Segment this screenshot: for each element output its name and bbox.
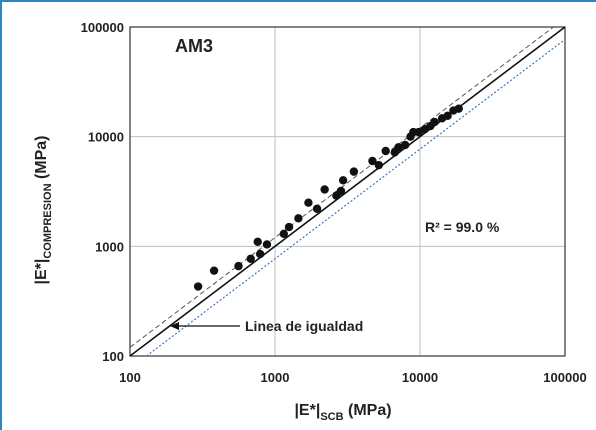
data-point [374, 160, 384, 170]
data-point [368, 156, 377, 166]
lower_band-line [146, 38, 566, 357]
equality-line-label: Linea de igualdad [245, 318, 363, 334]
data-point [255, 249, 265, 259]
frame-top-border [0, 0, 596, 2]
y-axis-label-tail: (MPa) [33, 135, 50, 183]
data-point [400, 140, 410, 150]
y-axis-label: |E*|COMPRESION (MPa) [33, 135, 54, 284]
panel-label: AM3 [175, 36, 213, 56]
data-points [193, 104, 463, 291]
x-axis-label-tail: (MPa) [344, 402, 392, 419]
data-point [193, 282, 203, 291]
x-axis-label-main: |E*| [294, 402, 320, 419]
data-point [262, 240, 272, 249]
data-point [312, 204, 322, 213]
equality-line [129, 26, 566, 357]
y-tick-label: 1000 [95, 239, 124, 254]
x-tick-label: 100 [119, 370, 141, 385]
r-squared-annotation: R² = 99.0 % [425, 219, 500, 235]
arrowhead-icon [170, 322, 179, 330]
data-point [336, 186, 346, 196]
data-point [338, 176, 348, 185]
data-point [234, 261, 243, 271]
data-point [430, 117, 439, 127]
tick-labels: 100 1000 10000 100000 100 1000 10000 100000 [81, 20, 587, 385]
reference-lines [129, 26, 566, 357]
x-tick-label: 10000 [402, 370, 438, 385]
grid-lines [130, 27, 565, 356]
plot-border [129, 26, 566, 357]
data-point [246, 254, 255, 263]
data-point [304, 198, 313, 207]
data-point [381, 146, 390, 156]
x-axis-label: |E*|SCB (MPa) [294, 402, 391, 423]
frame-left-border [0, 0, 2, 430]
data-point [394, 143, 403, 152]
data-point [443, 111, 452, 120]
y-tick-label: 10000 [88, 130, 124, 145]
data-point [209, 266, 219, 275]
data-point [284, 222, 294, 232]
x-axis-label-sub: SCB [320, 411, 343, 423]
data-point [294, 214, 303, 223]
data-point [279, 229, 289, 239]
data-point [320, 185, 329, 194]
y-axis-label-main: |E*| [33, 259, 50, 285]
data-point [349, 167, 359, 176]
y-axis-label-sub: COMPRESION [42, 183, 54, 258]
y-tick-label: 100000 [81, 20, 124, 35]
data-point [454, 104, 463, 113]
y-tick-label: 100 [102, 349, 124, 364]
x-tick-label: 100000 [543, 370, 586, 385]
x-tick-label: 1000 [261, 370, 290, 385]
data-point [253, 237, 262, 246]
